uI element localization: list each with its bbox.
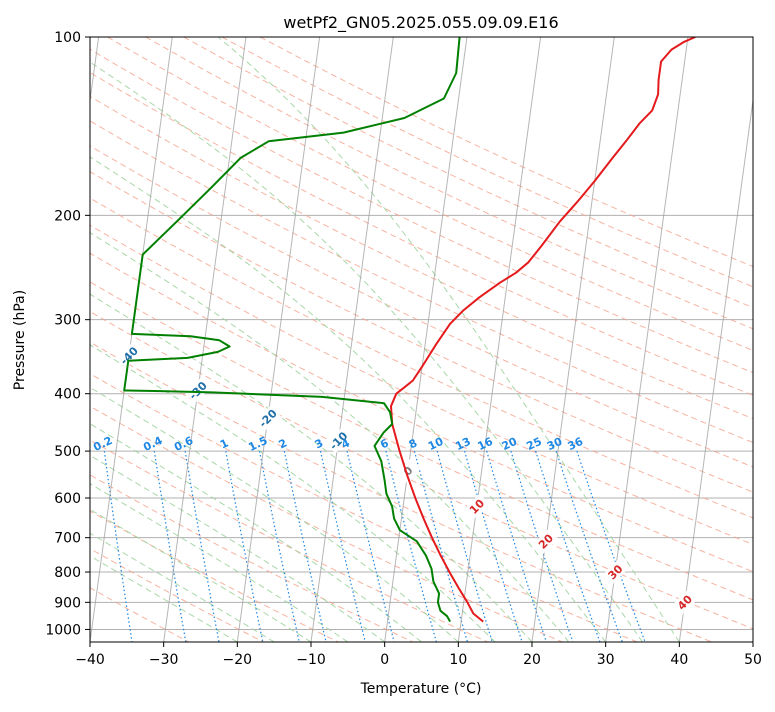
- x-tick-label: −30: [149, 652, 179, 668]
- y-tick-label: 100: [54, 30, 81, 46]
- y-tick-label: 300: [54, 313, 81, 329]
- x-tick-label: 20: [523, 652, 541, 668]
- y-tick-label: 1000: [45, 622, 81, 638]
- x-tick-label: 50: [744, 652, 762, 668]
- x-tick-label: −10: [296, 652, 326, 668]
- x-tick-label: 40: [670, 652, 688, 668]
- y-axis-label: Pressure (hPa): [12, 290, 28, 390]
- y-tick-label: 200: [54, 208, 81, 224]
- y-tick-label: 500: [54, 444, 81, 460]
- x-tick-label: −40: [75, 652, 105, 668]
- x-tick-label: 10: [449, 652, 467, 668]
- x-tick-label: 0: [380, 652, 389, 668]
- x-tick-label: 30: [597, 652, 615, 668]
- y-tick-label: 800: [54, 565, 81, 581]
- y-tick-label: 400: [54, 387, 81, 403]
- x-tick-label: −20: [223, 652, 253, 668]
- x-axis-label: Temperature (°C): [360, 681, 482, 697]
- y-tick-label: 600: [54, 491, 81, 507]
- y-tick-label: 700: [54, 531, 81, 547]
- chart-title: wetPf2_GN05.2025.055.09.09.E16: [283, 13, 558, 33]
- y-tick-label: 900: [54, 595, 81, 611]
